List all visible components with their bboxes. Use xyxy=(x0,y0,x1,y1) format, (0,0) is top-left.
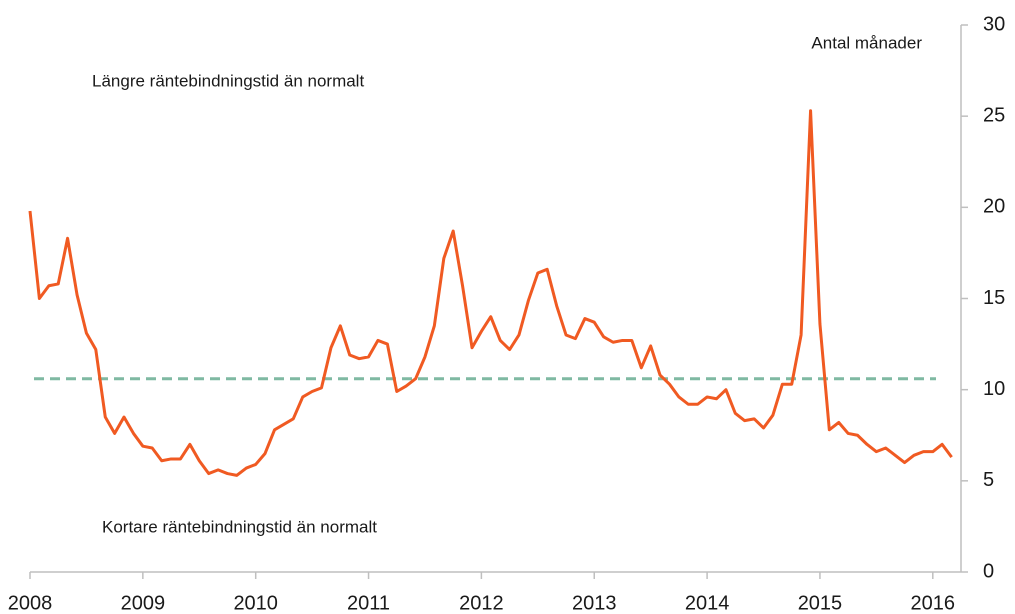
y-tick-label: 10 xyxy=(983,378,1005,400)
y-tick-label: 20 xyxy=(983,196,1005,218)
annotation: Kortare räntebindningstid än normalt xyxy=(102,517,377,536)
y-tick-label: 30 xyxy=(983,13,1005,35)
x-tick-label: 2016 xyxy=(911,592,956,614)
y-tick-label: 25 xyxy=(983,104,1005,126)
annotation: Längre räntebindningstid än normalt xyxy=(92,71,364,90)
x-tick-label: 2014 xyxy=(685,592,730,614)
line-series xyxy=(28,109,953,477)
x-tick-label: 2015 xyxy=(798,592,843,614)
y-tick-label: 5 xyxy=(983,469,994,491)
x-tick-label: 2013 xyxy=(572,592,617,614)
x-tick-label: 2010 xyxy=(233,592,278,614)
x-tick-label: 2012 xyxy=(459,592,504,614)
x-tick-label: 2009 xyxy=(121,592,166,614)
axis-label: Antal månader xyxy=(811,33,922,52)
y-tick-label: 15 xyxy=(983,287,1005,309)
x-tick-label: 2011 xyxy=(347,592,390,614)
y-tick-label: 0 xyxy=(983,560,994,582)
x-tick-label: 2008 xyxy=(8,592,53,614)
